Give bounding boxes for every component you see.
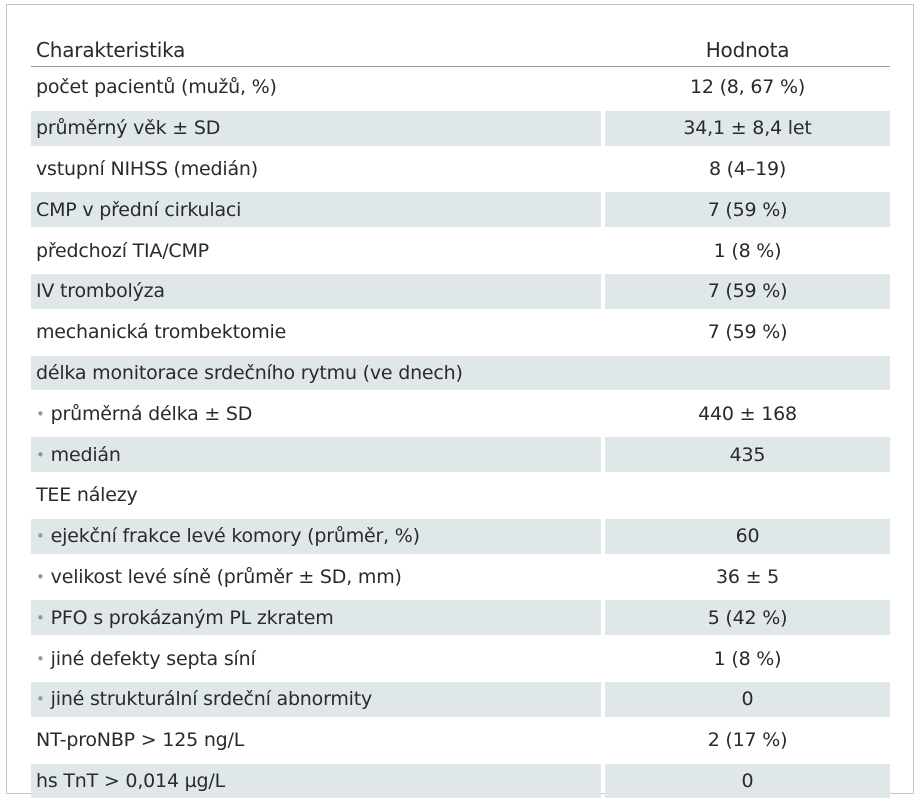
bullet-icon: •: [36, 567, 45, 586]
row-label-cell: mechanická trombektomie: [31, 312, 601, 353]
row-label: vstupní NIHSS (medián): [36, 157, 258, 180]
row-value: 34,1 ± 8,4 let: [605, 110, 890, 146]
table-row: IV trombolýza 7 (59 %): [31, 271, 890, 312]
row-label-cell: CMP v přední cirkulaci: [31, 192, 601, 228]
row-value: 7 (59 %): [707, 321, 788, 344]
table-header: Charakteristika Hodnota: [31, 33, 890, 67]
row-label-cell: předchozí TIA/CMP: [31, 230, 601, 271]
table-row: mechanická trombektomie 7 (59 %): [31, 312, 890, 353]
row-label: předchozí TIA/CMP: [36, 239, 209, 262]
row-label: jiné strukturální srdeční abnormity: [50, 688, 373, 711]
row-label: mechanická trombektomie: [36, 321, 287, 344]
row-label: průměrný věk ± SD: [36, 117, 221, 140]
table-row: TEE nálezy: [31, 475, 890, 516]
bullet-icon: •: [36, 690, 45, 709]
row-label: hs TnT > 0,014 µg/L: [36, 769, 226, 792]
table-row: NT-proNBP > 125 ng/L 2 (17 %): [31, 720, 890, 761]
row-label-cell: • jiné strukturální srdeční abnormity: [31, 681, 601, 717]
table-row: • jiné strukturální srdeční abnormity 0: [31, 679, 890, 720]
bullet-icon: •: [36, 445, 45, 464]
table-row: • medián 435: [31, 434, 890, 475]
table-body: počet pacientů (mužů, %) 12 (8, 67 %) prům…: [31, 67, 890, 801]
row-label-cell: počet pacientů (mužů, %): [31, 67, 601, 108]
row-label: medián: [50, 443, 121, 466]
row-value: 1 (8 %): [713, 239, 782, 262]
row-value: 0: [605, 681, 890, 717]
row-label: NT-proNBP > 125 ng/L: [36, 729, 245, 752]
table-row: vstupní NIHSS (medián) 8 (4–19): [31, 149, 890, 190]
row-value: 2 (17 %): [707, 729, 788, 752]
bullet-icon: •: [36, 404, 45, 423]
row-value: 435: [605, 437, 890, 472]
row-label: TEE nálezy: [36, 484, 138, 507]
data-table: Charakteristika Hodnota počet pacientů (…: [6, 4, 914, 799]
table-row: • velikost levé síně (průměr ± SD, mm) 36 …: [31, 557, 890, 598]
row-label: velikost levé síně (průměr ± SD, mm): [50, 565, 402, 588]
row-value: 12 (8, 67 %): [689, 76, 806, 99]
header-characteristic: Charakteristika: [36, 37, 186, 62]
bullet-icon: •: [36, 608, 45, 627]
row-value: 440 ± 168: [698, 402, 797, 425]
row-value: 7 (59 %): [605, 273, 890, 309]
row-label-cell: • ejekční frakce levé komory (průměr, %): [31, 518, 601, 554]
row-label: IV trombolýza: [36, 280, 165, 303]
table-row: předchozí TIA/CMP 1 (8 %): [31, 230, 890, 271]
table-row: průměrný věk ± SD 34,1 ± 8,4 let: [31, 108, 890, 149]
row-value: 7 (59 %): [605, 192, 890, 228]
row-label-cell: hs TnT > 0,014 µg/L: [31, 763, 601, 799]
row-value: 60: [605, 518, 890, 554]
row-label: PFO s prokázaným PL zkratem: [50, 606, 334, 629]
row-label: průměrná délka ± SD: [50, 402, 253, 425]
row-label-cell: NT-proNBP > 125 ng/L: [31, 720, 601, 761]
row-label-cell: vstupní NIHSS (medián): [31, 149, 601, 190]
row-label-cell: IV trombolýza: [31, 273, 601, 309]
header-value: Hodnota: [705, 37, 790, 62]
table-row: CMP v přední cirkulaci 7 (59 %): [31, 189, 890, 230]
row-value: 8 (4–19): [708, 157, 787, 180]
row-label: počet pacientů (mužů, %): [36, 76, 277, 99]
row-label-cell: • medián: [31, 437, 601, 472]
table-row: • průměrná délka ± SD 440 ± 168: [31, 393, 890, 434]
row-value: 36 ± 5: [715, 565, 780, 588]
row-label-cell: • průměrná délka ± SD: [31, 393, 601, 434]
row-label-cell: délka monitorace srdečního rytmu (ve dne…: [31, 355, 890, 391]
row-label-cell: TEE nálezy: [31, 475, 890, 516]
row-label-cell: • jiné defekty septa síní: [31, 638, 601, 679]
bullet-icon: •: [36, 527, 45, 546]
table-row: • jiné defekty septa síní 1 (8 %): [31, 638, 890, 679]
table-row: počet pacientů (mužů, %) 12 (8, 67 %): [31, 67, 890, 108]
row-value: 5 (42 %): [605, 600, 890, 636]
table-row: hs TnT > 0,014 µg/L 0: [31, 761, 890, 801]
row-label-cell: průměrný věk ± SD: [31, 110, 601, 146]
table-row: • ejekční frakce levé komory (průměr, %) 6…: [31, 516, 890, 557]
table-row: délka monitorace srdečního rytmu (ve dne…: [31, 353, 890, 394]
row-value: 0: [605, 763, 890, 799]
row-label: CMP v přední cirkulaci: [36, 198, 242, 221]
row-label-cell: • PFO s prokázaným PL zkratem: [31, 600, 601, 636]
row-label: ejekční frakce levé komory (průměr, %): [50, 525, 420, 548]
table-row: • PFO s prokázaným PL zkratem 5 (42 %): [31, 597, 890, 638]
bullet-icon: •: [36, 649, 45, 668]
row-label-cell: • velikost levé síně (průměr ± SD, mm): [31, 557, 601, 598]
row-label: délka monitorace srdečního rytmu (ve dne…: [36, 361, 463, 384]
row-value: 1 (8 %): [713, 647, 782, 670]
row-label: jiné defekty septa síní: [50, 647, 256, 670]
